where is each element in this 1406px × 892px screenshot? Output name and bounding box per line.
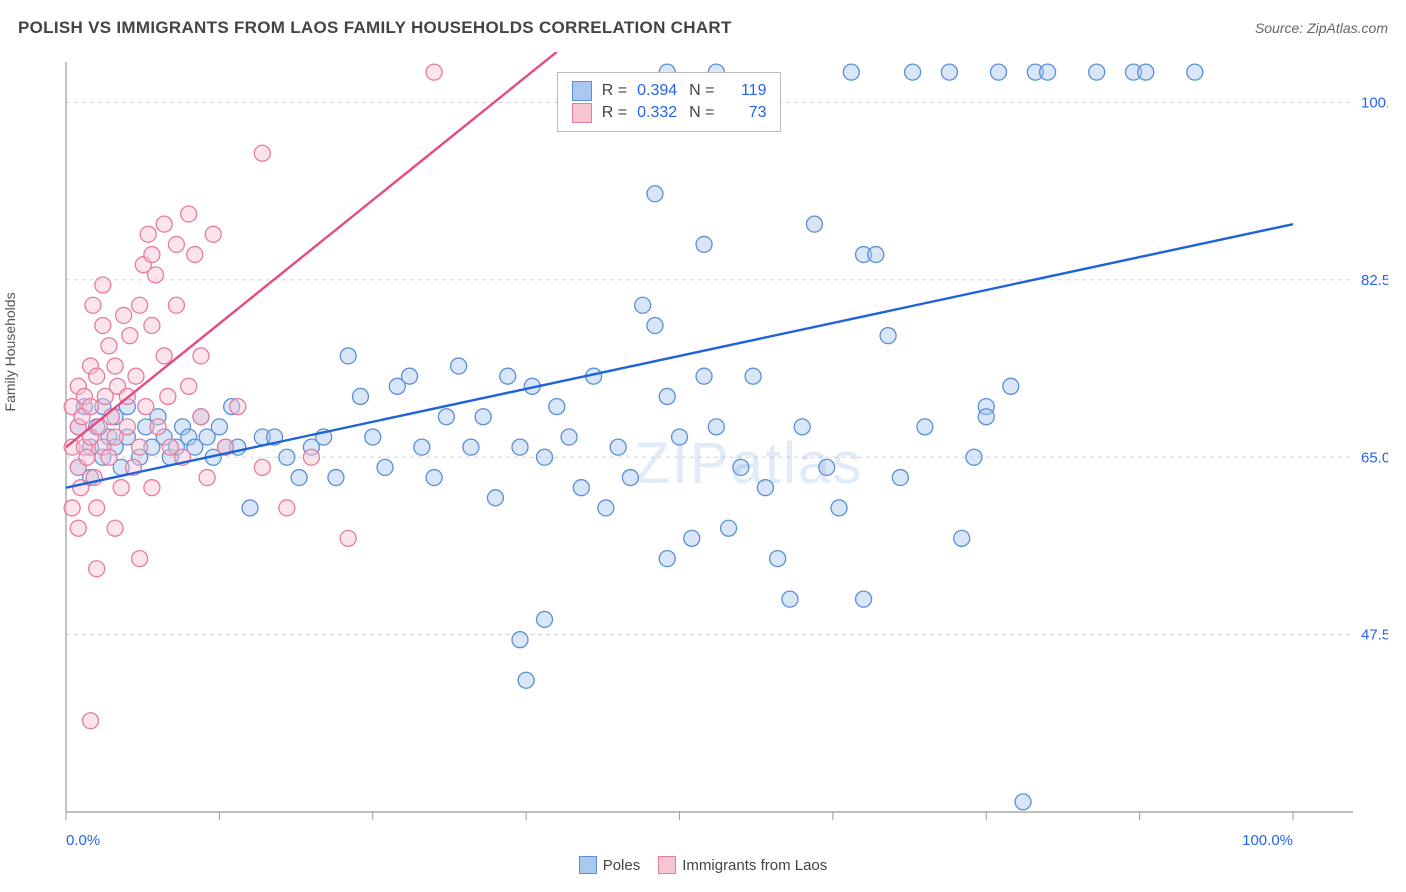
- chart-header: POLISH VS IMMIGRANTS FROM LAOS FAMILY HO…: [18, 18, 1388, 38]
- legend-item: Poles: [579, 856, 641, 874]
- stats-box: R = 0.394 N = 119 R = 0.332 N = 73: [557, 72, 782, 132]
- stat-r-value: 0.332: [637, 104, 679, 122]
- stat-n-label: N =: [689, 104, 714, 122]
- stat-n-value: 119: [724, 82, 766, 100]
- scatter-chart: 47.5% 65.0% 82.5% 100.0%: [18, 52, 1388, 874]
- chart-container: Family Households 47.5%65.0%82.5%100.0% …: [18, 52, 1388, 874]
- series-swatch: [572, 81, 592, 101]
- stat-r-value: 0.394: [637, 82, 679, 100]
- legend-swatch: [658, 856, 676, 874]
- svg-text:100.0%: 100.0%: [1361, 95, 1388, 112]
- legend-label: Immigrants from Laos: [682, 857, 827, 874]
- stat-n-value: 73: [724, 104, 766, 122]
- svg-text:65.0%: 65.0%: [1361, 449, 1388, 466]
- x-axis-min-label: 0.0%: [66, 832, 100, 849]
- source-prefix: Source:: [1255, 20, 1307, 36]
- stats-row: R = 0.332 N = 73: [572, 103, 767, 123]
- x-axis-max-label: 100.0%: [1242, 832, 1293, 849]
- y-axis-label: Family Households: [2, 292, 18, 411]
- stat-n-label: N =: [689, 82, 714, 100]
- stat-r-label: R =: [602, 82, 627, 100]
- legend-swatch: [579, 856, 597, 874]
- stats-row: R = 0.394 N = 119: [572, 81, 767, 101]
- chart-source: Source: ZipAtlas.com: [1255, 20, 1388, 36]
- legend-item: Immigrants from Laos: [658, 856, 827, 874]
- series-swatch: [572, 103, 592, 123]
- legend-label: Poles: [603, 857, 641, 874]
- svg-text:82.5%: 82.5%: [1361, 272, 1388, 289]
- legend: Poles Immigrants from Laos: [18, 856, 1388, 874]
- chart-title: POLISH VS IMMIGRANTS FROM LAOS FAMILY HO…: [18, 18, 732, 38]
- source-name: ZipAtlas.com: [1307, 20, 1388, 36]
- svg-text:47.5%: 47.5%: [1361, 627, 1388, 644]
- stat-r-label: R =: [602, 104, 627, 122]
- x-axis-labels: 0.0% 100.0%: [66, 832, 1293, 849]
